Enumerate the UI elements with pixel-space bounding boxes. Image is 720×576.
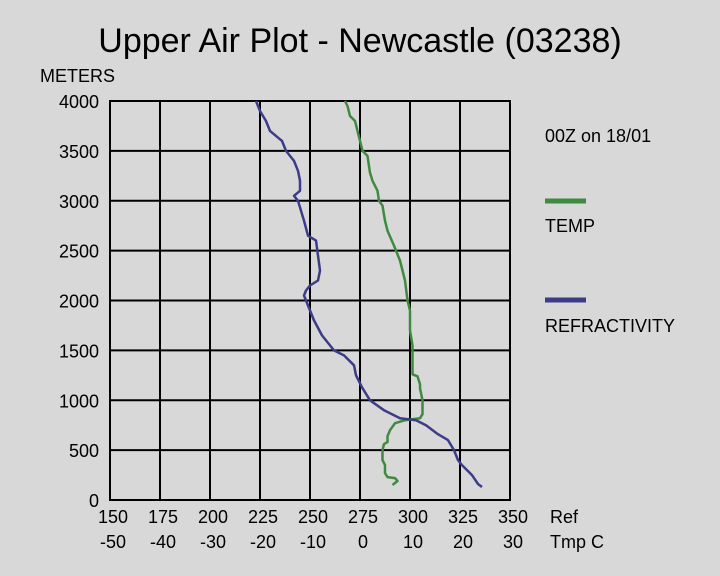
y-axis-label: METERS <box>40 66 115 86</box>
x-tick-label-ref: 225 <box>248 507 278 527</box>
series-line-refractivity <box>254 100 483 488</box>
x-tick-label-tmp: 10 <box>403 532 423 552</box>
x-tick-label-ref: 325 <box>448 507 478 527</box>
x-tick-label-ref: 300 <box>398 507 428 527</box>
legend-label-temp: TEMP <box>545 216 595 236</box>
x-axis-label-tmp: Tmp C <box>550 532 604 552</box>
x-tick-label-tmp: -10 <box>300 532 326 552</box>
y-tick-label: 0 <box>89 491 99 511</box>
x-tick-label-tmp: -50 <box>100 532 126 552</box>
y-tick-label: 3500 <box>59 142 99 162</box>
y-tick-label: 2000 <box>59 292 99 312</box>
chart-title: Upper Air Plot - Newcastle (03238) <box>98 22 621 60</box>
x-tick-label-tmp: -30 <box>200 532 226 552</box>
y-tick-label: 4000 <box>59 92 99 112</box>
x-tick-label-ref: 175 <box>148 507 178 527</box>
x-tick-label-tmp: 30 <box>503 532 523 552</box>
legend: TEMP REFRACTIVITY <box>545 198 675 336</box>
series-line-temp <box>343 100 424 486</box>
legend-label-refractivity: REFRACTIVITY <box>545 316 675 336</box>
x-tick-labels: 150 175 200 225 250 275 300 325 350-50 -40 -30 -20-… <box>98 507 528 552</box>
y-tick-label: 1000 <box>59 391 99 411</box>
x-tick-label-tmp: -20 <box>250 532 276 552</box>
x-axis-label-ref: Ref <box>550 507 579 527</box>
y-tick-label: 2500 <box>59 242 99 262</box>
observation-time-label: 00Z on 18/01 <box>545 126 651 146</box>
series-lines <box>254 100 483 488</box>
x-tick-label-ref: 150 <box>98 507 128 527</box>
x-tick-label-ref: 350 <box>498 507 528 527</box>
x-tick-label-ref: 250 <box>298 507 328 527</box>
grid <box>109 100 511 501</box>
x-tick-label-tmp: 0 <box>358 532 368 552</box>
y-tick-label: 3000 <box>59 192 99 212</box>
x-tick-label-tmp: 20 <box>453 532 473 552</box>
y-tick-labels: 0 500 1000 1500 2000 2500 3000 3500 4000 <box>59 92 99 511</box>
x-tick-label-ref: 200 <box>198 507 228 527</box>
x-tick-label-ref: 275 <box>348 507 378 527</box>
y-tick-label: 500 <box>69 441 99 461</box>
x-tick-label-tmp: -40 <box>150 532 176 552</box>
y-tick-label: 1500 <box>59 341 99 361</box>
